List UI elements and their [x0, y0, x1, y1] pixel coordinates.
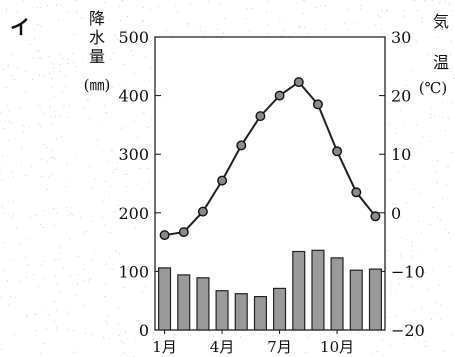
- temperature-point: [217, 175, 228, 186]
- left-tick-label: 200: [118, 204, 149, 223]
- x-tick-label: 7月: [267, 338, 292, 356]
- left-axis-title-char: 水: [89, 28, 105, 47]
- precip-bar: [292, 250, 306, 331]
- precip-bar: [215, 290, 229, 331]
- x-tick-label: 4月: [210, 338, 235, 356]
- temperature-point: [293, 77, 304, 88]
- x-tick-label: 10月: [320, 338, 354, 356]
- right-axis-title-char: 温: [433, 53, 449, 72]
- plot-frame: [154, 36, 386, 331]
- precip-bar: [349, 269, 363, 331]
- left-tick-label: 100: [118, 262, 149, 281]
- precip-bar: [311, 249, 325, 331]
- temperature-point: [197, 206, 208, 217]
- right-axis-title-char: 気: [433, 12, 449, 31]
- precip-bar: [177, 274, 191, 331]
- left-axis-title-char: 量: [89, 47, 105, 66]
- precip-bar: [158, 267, 172, 331]
- precip-bar: [273, 287, 287, 331]
- temperature-point: [255, 111, 266, 122]
- right-tick-label: 20: [391, 87, 411, 106]
- left-tick-label: 300: [118, 145, 149, 164]
- temperature-point: [274, 90, 285, 101]
- temperature-point: [159, 230, 170, 241]
- right-axis-title: 気温 (℃): [419, 12, 449, 97]
- right-tick-label: 10: [391, 145, 411, 164]
- precip-bar: [368, 268, 382, 331]
- right-axis-unit: (℃): [419, 79, 447, 97]
- precip-bar: [234, 293, 248, 331]
- left-axis-title-char: 降: [89, 9, 105, 28]
- right-tick-label: −20: [391, 321, 425, 340]
- temperature-point: [332, 146, 343, 157]
- left-tick-label: 500: [118, 28, 149, 47]
- temperature-point: [370, 211, 381, 222]
- precip-bar: [196, 277, 210, 331]
- left-axis-unit: (㎜): [84, 76, 111, 94]
- temperature-point: [351, 187, 362, 198]
- panel-label: イ: [10, 15, 30, 39]
- left-axis-title: 降水量 (㎜): [84, 9, 111, 94]
- precip-bar: [253, 296, 267, 331]
- precip-bar: [330, 257, 344, 331]
- x-tick-label: 1月: [152, 338, 177, 356]
- temperature-point: [236, 140, 247, 151]
- left-tick-label: 400: [118, 87, 149, 106]
- temperature-point: [312, 99, 323, 110]
- left-tick-label: 0: [139, 321, 149, 340]
- right-tick-label: 30: [391, 28, 411, 47]
- plot-area: 0 100 200 300 400 500 −20 −10 0 10 20 30 1月 4月 7月 10月: [118, 28, 424, 356]
- right-tick-label: −10: [391, 262, 425, 281]
- temperature-point: [178, 227, 189, 238]
- right-tick-label: 0: [391, 204, 401, 223]
